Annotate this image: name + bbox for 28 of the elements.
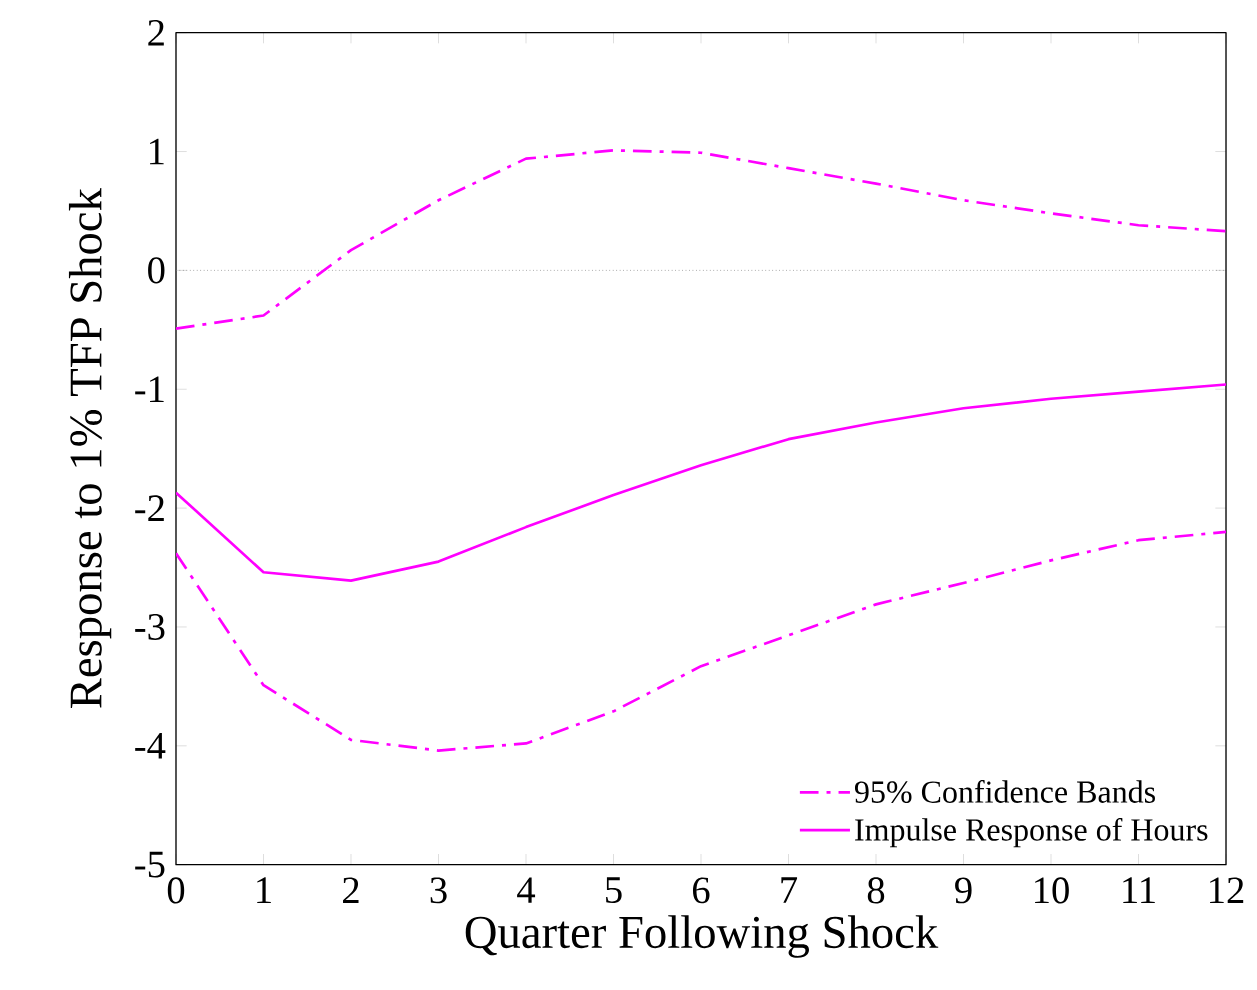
- x-tick-label: 8: [867, 877, 885, 904]
- y-axis-title: Response to 1% TFP Shock: [68, 188, 112, 708]
- x-tick-label: 12: [1210, 877, 1244, 903]
- y-tick-label: -5: [135, 851, 165, 878]
- line-series: [176, 383, 1227, 582]
- x-tick-label: 7: [781, 877, 798, 903]
- y-tick-label: -2: [135, 495, 164, 521]
- y-tick-label: 2: [148, 19, 164, 46]
- y-tick-label: -1: [135, 376, 164, 403]
- x-axis-title: Quarter Following Shock: [465, 915, 939, 958]
- y-tick-label: -4: [135, 733, 166, 759]
- y-tick-label: 1: [150, 138, 164, 165]
- x-tick-label: 5: [606, 877, 622, 904]
- x-tick-label: 11: [1123, 877, 1155, 903]
- x-tick-label: 9: [955, 877, 972, 904]
- line-series: [176, 530, 1227, 752]
- x-tick-label: 3: [430, 877, 447, 904]
- y-tick-label: -3: [135, 613, 165, 640]
- x-tick-label: 10: [1035, 877, 1069, 904]
- x-tick-label: 6: [692, 877, 710, 904]
- legend-label: 95% Confidence Bands: [854, 780, 1155, 803]
- x-tick-label: 2: [343, 877, 359, 903]
- x-tick-label: 4: [517, 877, 536, 903]
- legend-label: Impulse Response of Hours: [855, 817, 1208, 848]
- y-tick-label: 0: [148, 257, 165, 284]
- x-tick-label: 0: [167, 877, 185, 904]
- line-series: [176, 149, 1227, 330]
- x-tick-label: 1: [257, 877, 271, 903]
